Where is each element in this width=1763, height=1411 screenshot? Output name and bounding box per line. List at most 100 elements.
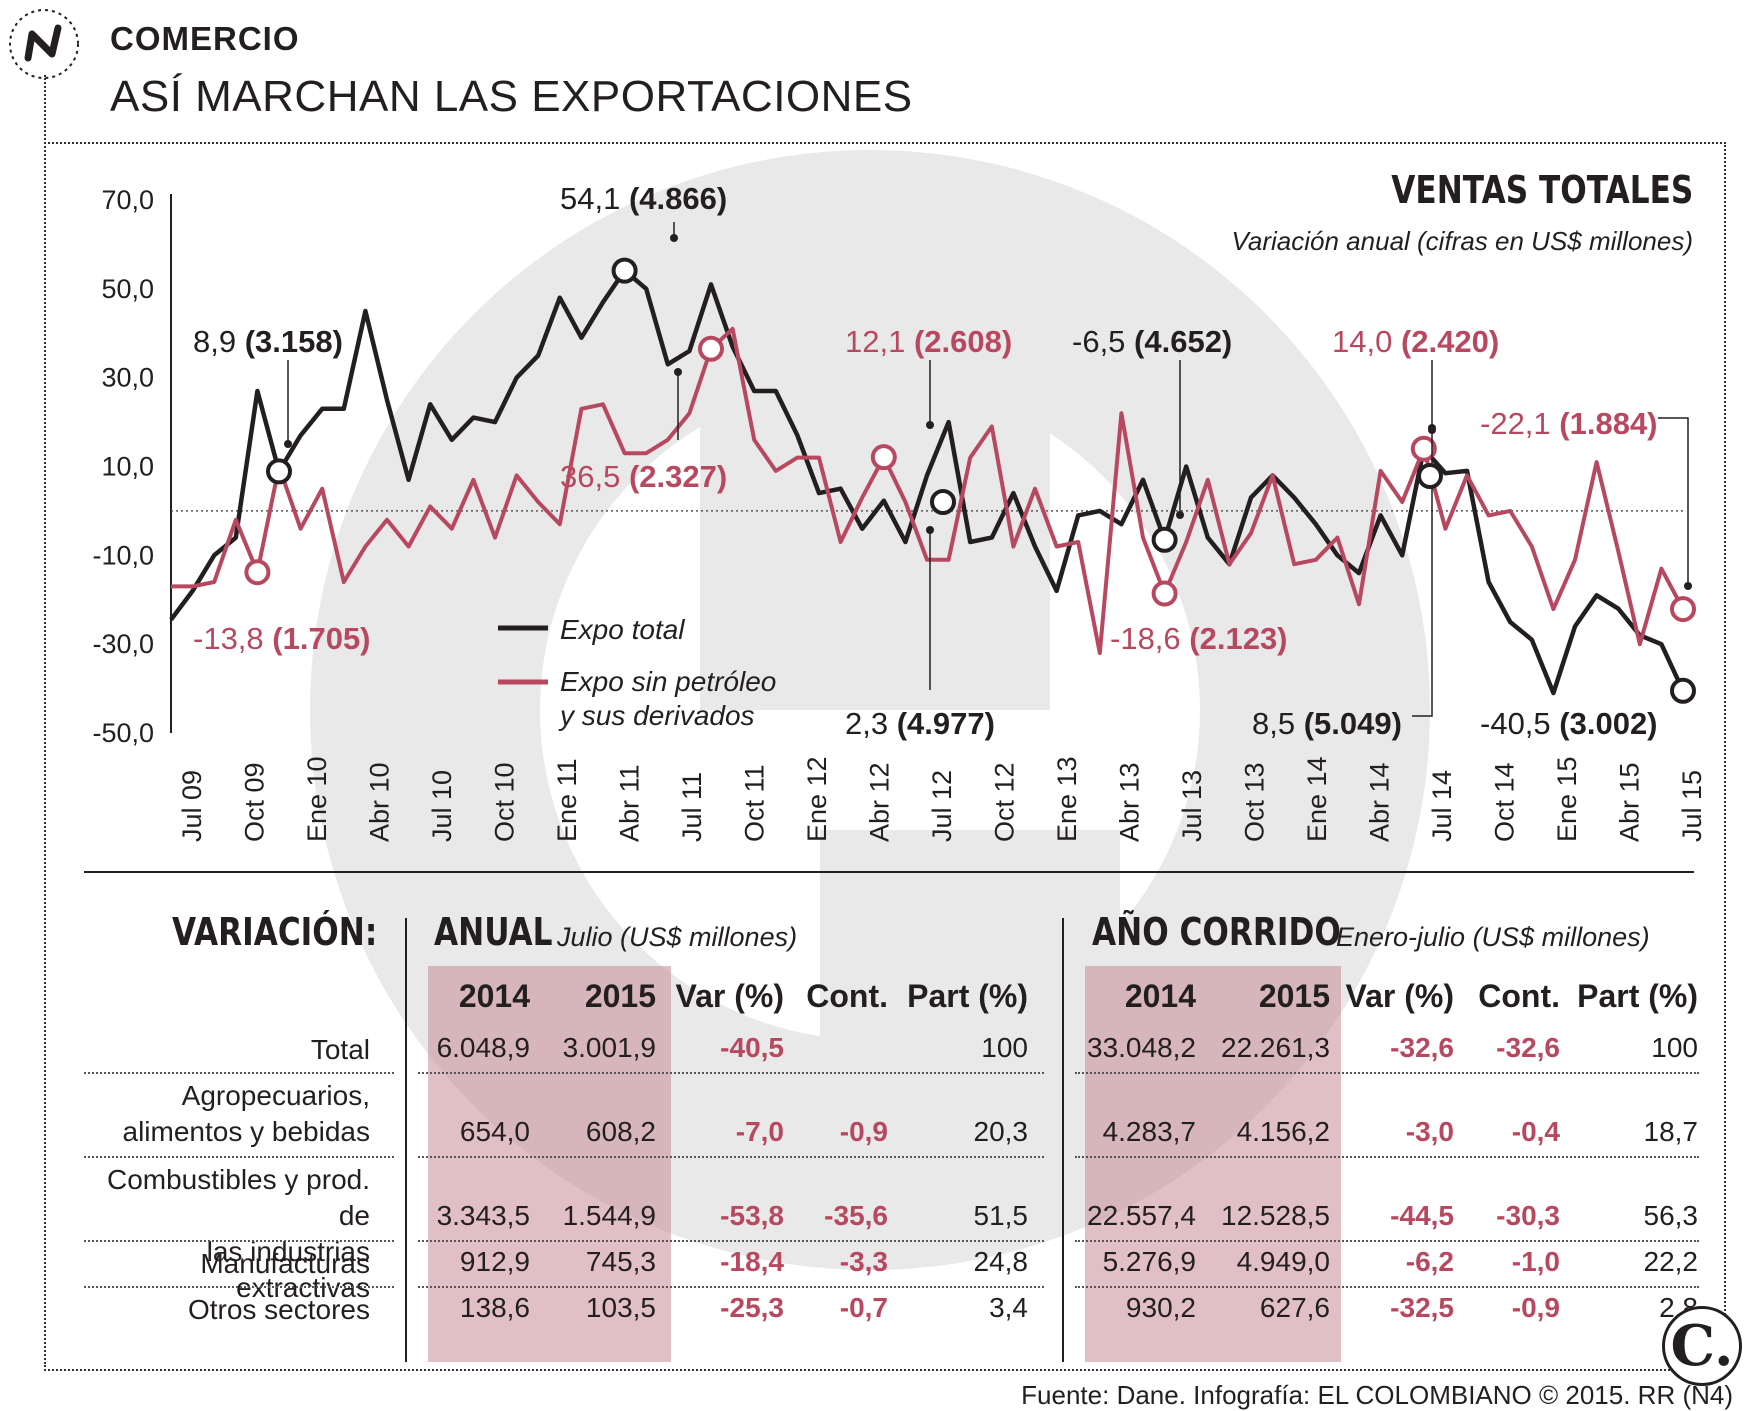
table-cell-anual: 3.343,5 [436,1200,530,1231]
row-label: Manufacturas [70,1246,370,1282]
table-cell-anual: -18,4 [720,1246,784,1277]
annotation-marker [266,458,292,485]
table-cell-corrido: -30,3 [1496,1200,1560,1231]
table-cell-anual: 745,3 [585,1246,656,1277]
column-header-corrido: Part (%) [1577,978,1698,1014]
y-tick-label: 10,0 [101,452,154,482]
row-separator [84,1286,394,1288]
annotation-marker [1151,526,1178,553]
y-tick-label: 70,0 [101,185,154,215]
x-tick-label: Oct 11 [740,764,770,842]
table-cell-anual: 103,5 [585,1292,656,1323]
corrido-subtitle: Enero-julio (US$ millones) [1336,922,1650,952]
row-separator [84,1072,394,1074]
table-cell-corrido: 4.949,0 [1236,1246,1330,1277]
row-label: Total [70,1032,370,1068]
annotation-marker [1151,580,1178,607]
x-tick-label: Ene 15 [1552,756,1582,842]
x-tick-label: Abr 14 [1365,762,1395,842]
x-tick-label: Abr 11 [615,764,645,842]
annotation-marker [930,489,956,515]
annotation-marker [870,444,897,471]
row-separator [84,1156,394,1158]
row-separator [84,1240,394,1242]
annotation-marker [698,335,724,362]
table-cell-corrido: 627,6 [1259,1292,1330,1323]
table-cell-corrido: -6,2 [1405,1246,1454,1277]
column-header-corrido: Cont. [1478,978,1560,1014]
table-cell-corrido: 4.156,2 [1236,1116,1330,1147]
x-tick-label: Ene 14 [1302,756,1332,842]
annotation-leader [1412,428,1433,717]
table-cell-anual: 608,2 [585,1116,656,1147]
x-tick-label: Oct 09 [240,762,270,842]
x-tick-label: Jul 11 [677,772,707,842]
row-label-line: Otros sectores [187,1294,370,1325]
table-cell-corrido: -1,0 [1511,1246,1560,1277]
table-cell-anual: -0,9 [839,1116,888,1147]
chart-divider [84,871,1694,873]
table-cell-anual: 3,4 [989,1292,1028,1323]
annotation-marker [1417,463,1443,489]
annotation-dot [1684,582,1692,590]
anual-subtitle: Julio (US$ millones) [557,922,798,952]
row-label-line: Manufacturas [200,1248,370,1279]
shade-corrido-years [1085,966,1341,1362]
y-tick-label: 30,0 [101,363,154,393]
column-header-anual: Var (%) [675,978,784,1014]
table-cell-anual: 138,6 [459,1292,530,1323]
column-header-corrido: 2015 [1258,978,1330,1014]
x-tick-label: Ene 13 [1052,756,1082,842]
table-cell-anual: -7,0 [735,1116,784,1147]
x-tick-label: Jul 15 [1677,770,1707,842]
annotation-label: 8,9 (3.158) [193,324,343,359]
row-separator [1075,1156,1699,1158]
table-cell-anual: 51,5 [973,1200,1029,1231]
column-header-anual: Part (%) [907,978,1028,1014]
x-tick-label: Oct 10 [490,762,520,842]
annotation-label: -6,5 (4.652) [1072,324,1232,359]
variation-label: VARIACIÓN: [172,910,378,954]
x-tick-label: Jul 10 [427,770,457,842]
x-tick-label: Ene 11 [552,758,582,842]
x-tick-label: Jul 14 [1427,770,1457,842]
row-separator [1075,1240,1699,1242]
separator-anual [405,918,407,1362]
x-tick-label: Abr 10 [365,762,395,842]
table-cell-corrido: -0,9 [1511,1292,1560,1323]
table-cell-anual: -40,5 [720,1032,784,1063]
annotation-label: 14,0 (2.420) [1332,324,1499,359]
el-colombiano-logo: C. [1662,1306,1742,1386]
table-cell-corrido: 22.557,4 [1087,1200,1196,1231]
table-cell-corrido: -32,5 [1390,1292,1454,1323]
table-cell-corrido: -3,0 [1405,1116,1454,1147]
annotation-dot [926,526,934,534]
table-cell-corrido: 12.528,5 [1221,1200,1330,1231]
table-cell-corrido: 33.048,2 [1087,1032,1196,1063]
annotation-label: -40,5 (3.002) [1480,706,1658,741]
column-header-anual: Cont. [806,978,888,1014]
x-tick-label: Ene 12 [802,756,832,842]
row-label-line: Agropecuarios, [181,1080,370,1111]
y-tick-label: 50,0 [101,274,154,304]
annotation-label: 2,3 (4.977) [845,706,995,741]
annotation-dot [1176,511,1184,519]
annotation-label: -22,1 (1.884) [1480,406,1658,441]
table-cell-corrido: 100 [1651,1032,1698,1063]
source-credit: Fuente: Dane. Infografía: EL COLOMBIANO … [1021,1380,1733,1410]
series-line-expo-sin-petroleo [171,326,1685,655]
table-cell-corrido: 930,2 [1125,1292,1196,1323]
trend-icon [9,9,79,79]
anual-title: ANUAL [434,910,553,954]
row-separator [418,1156,1044,1158]
x-tick-label: Oct 12 [990,762,1020,842]
table-cell-anual: 6.048,9 [436,1032,530,1063]
y-tick-label: -50,0 [92,718,154,748]
x-tick-label: Jul 13 [1177,770,1207,842]
chart-subtitle: Variación anual (cifras en US$ millones) [1231,226,1693,256]
frame-left-border [44,75,46,1367]
line-chart: 70,0 50,0 30,0 10,0 -10,0 -30,0 -50,0 Jul 09 Oct… [92,181,1707,842]
x-tick-label: Ene 10 [302,756,332,842]
table-cell-anual: -35,6 [824,1200,888,1231]
y-tick-label: -10,0 [92,540,154,570]
